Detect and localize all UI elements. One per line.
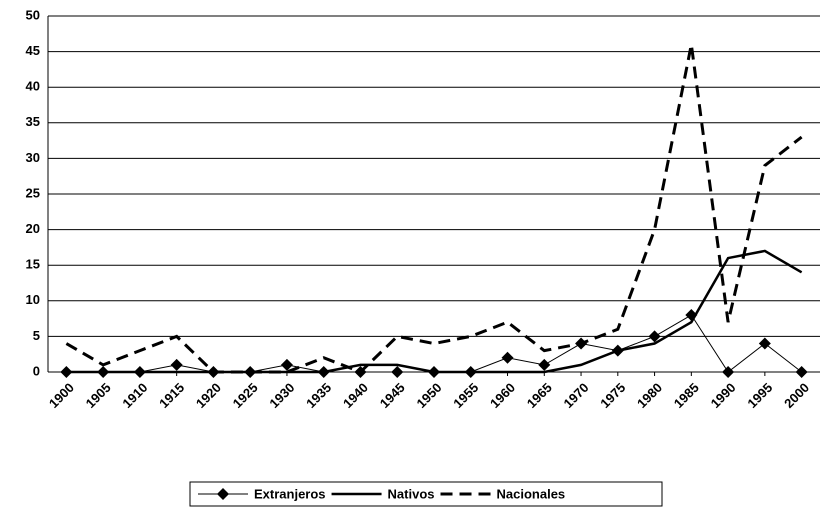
x-tick-label: 1945 bbox=[377, 380, 408, 411]
legend-box bbox=[189, 481, 663, 507]
y-tick-label: 0 bbox=[33, 363, 40, 378]
y-tick-label: 10 bbox=[26, 292, 40, 307]
marker bbox=[170, 358, 183, 371]
x-tick-label: 1970 bbox=[561, 380, 592, 411]
marker bbox=[538, 358, 551, 371]
marker bbox=[280, 358, 293, 371]
y-tick-label: 50 bbox=[26, 7, 40, 22]
x-tick-label: 1930 bbox=[266, 380, 297, 411]
x-tick-label: 1975 bbox=[597, 380, 628, 411]
x-tick-label: 1990 bbox=[708, 380, 739, 411]
x-tick-label: 1925 bbox=[230, 380, 261, 411]
y-tick-label: 30 bbox=[26, 150, 40, 165]
marker bbox=[795, 366, 808, 378]
x-tick-label: 1985 bbox=[671, 380, 702, 411]
x-tick-label: 2000 bbox=[781, 380, 812, 411]
marker bbox=[648, 330, 661, 343]
x-tick-label: 1950 bbox=[413, 380, 444, 411]
y-tick-label: 35 bbox=[26, 114, 40, 129]
marker bbox=[501, 351, 514, 364]
legend-label: Nativos bbox=[388, 486, 435, 501]
x-tick-label: 1915 bbox=[156, 380, 187, 411]
legend-marker bbox=[217, 488, 229, 500]
legend-label: Extranjeros bbox=[254, 486, 326, 501]
legend-label: Nacionales bbox=[497, 486, 566, 501]
x-tick-label: 1910 bbox=[119, 380, 150, 411]
x-tick-label: 1980 bbox=[634, 380, 665, 411]
line-dashed bbox=[65, 44, 803, 374]
x-tick-label: 1995 bbox=[744, 380, 775, 411]
y-tick-label: 20 bbox=[26, 221, 40, 236]
y-tick-label: 5 bbox=[33, 328, 40, 343]
x-tick-label: 1965 bbox=[524, 380, 555, 411]
x-tick-label: 1900 bbox=[46, 380, 77, 411]
y-tick-label: 15 bbox=[26, 257, 40, 272]
x-tick-label: 1935 bbox=[303, 380, 334, 411]
marker bbox=[391, 366, 404, 378]
marker bbox=[758, 337, 771, 350]
y-tick-label: 45 bbox=[26, 43, 40, 58]
y-tick-label: 25 bbox=[26, 185, 40, 200]
x-tick-label: 1905 bbox=[83, 380, 114, 411]
x-tick-label: 1940 bbox=[340, 380, 371, 411]
y-tick-label: 40 bbox=[26, 79, 40, 94]
line-solid bbox=[66, 249, 803, 374]
x-tick-label: 1955 bbox=[450, 380, 481, 411]
x-tick-label: 1960 bbox=[487, 380, 518, 411]
marker bbox=[722, 366, 735, 378]
x-tick-label: 1920 bbox=[193, 380, 224, 411]
